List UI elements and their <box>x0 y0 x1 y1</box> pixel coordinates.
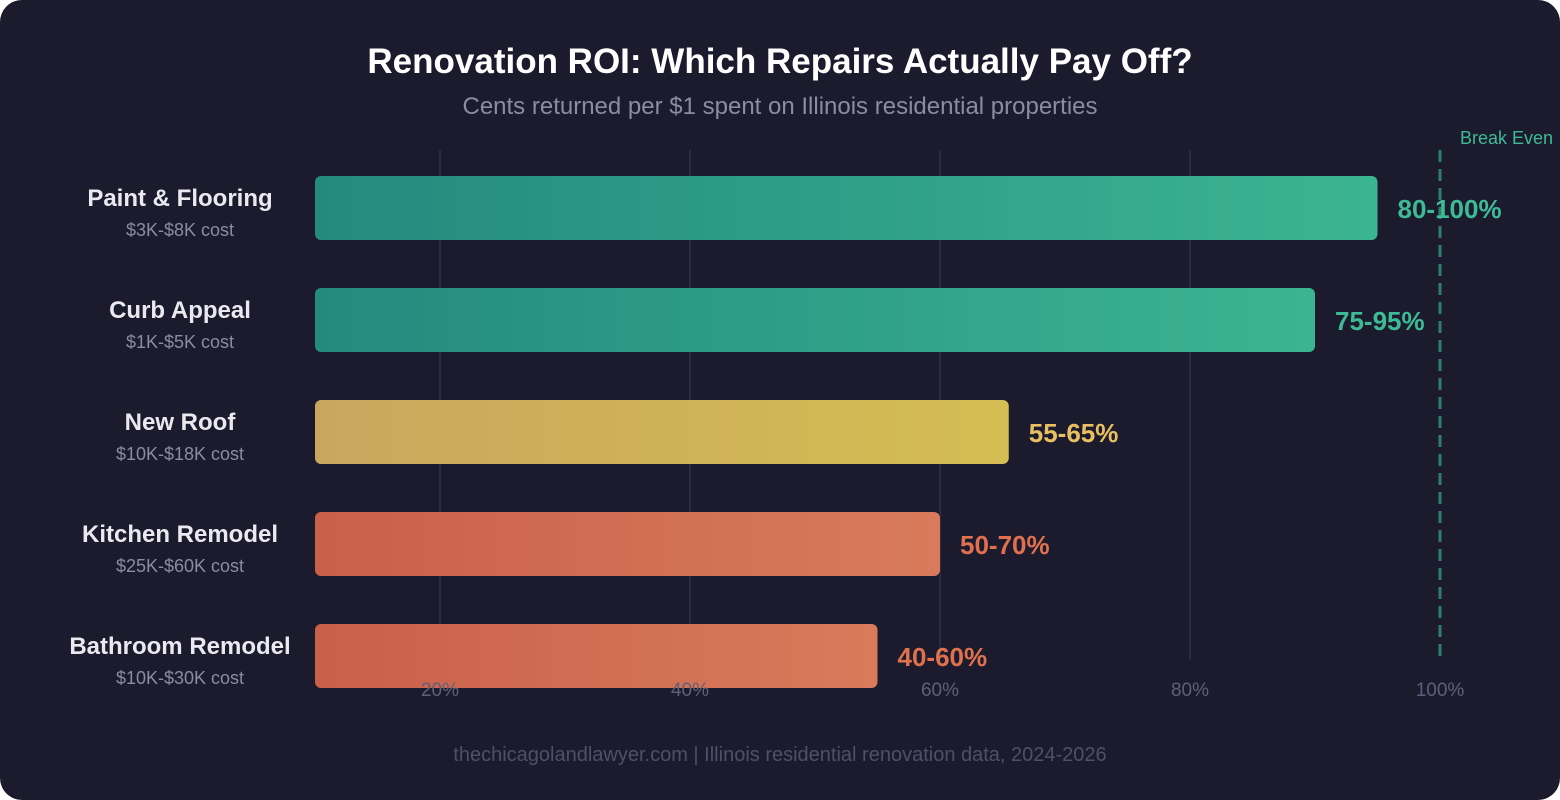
category-label: Paint & Flooring <box>87 185 272 212</box>
x-tick-label: 20% <box>421 680 459 701</box>
cost-label: $10K-$18K cost <box>116 444 244 464</box>
bar <box>315 288 1315 352</box>
bar <box>315 176 1378 240</box>
bar <box>315 400 1009 464</box>
cost-label: $3K-$8K cost <box>126 220 234 240</box>
data-label: 50-70% <box>960 530 1050 560</box>
break-even-label: Break Even <box>1460 128 1553 148</box>
category-label: Kitchen Remodel <box>82 521 278 548</box>
data-label: 55-65% <box>1029 418 1119 448</box>
x-tick-label: 40% <box>671 680 709 701</box>
cost-label: $25K-$60K cost <box>116 556 244 576</box>
cost-label: $1K-$5K cost <box>126 332 234 352</box>
x-tick-label: 100% <box>1416 680 1465 701</box>
data-label: 80-100% <box>1398 194 1502 224</box>
category-label: Curb Appeal <box>109 297 251 324</box>
data-label: 40-60% <box>898 642 988 672</box>
category-label: New Roof <box>125 409 237 436</box>
x-tick-label: 60% <box>921 680 959 701</box>
x-tick-label: 80% <box>1171 680 1209 701</box>
bar <box>315 512 940 576</box>
chart-subtitle: Cents returned per $1 spent on Illinois … <box>462 93 1098 120</box>
chart-title: Renovation ROI: Which Repairs Actually P… <box>367 42 1193 81</box>
source-footer: thechicagolandlawyer.com | Illinois resi… <box>453 744 1107 766</box>
category-label: Bathroom Remodel <box>69 633 290 660</box>
cost-label: $10K-$30K cost <box>116 668 244 688</box>
bar <box>315 624 878 688</box>
data-label: 75-95% <box>1335 306 1425 336</box>
